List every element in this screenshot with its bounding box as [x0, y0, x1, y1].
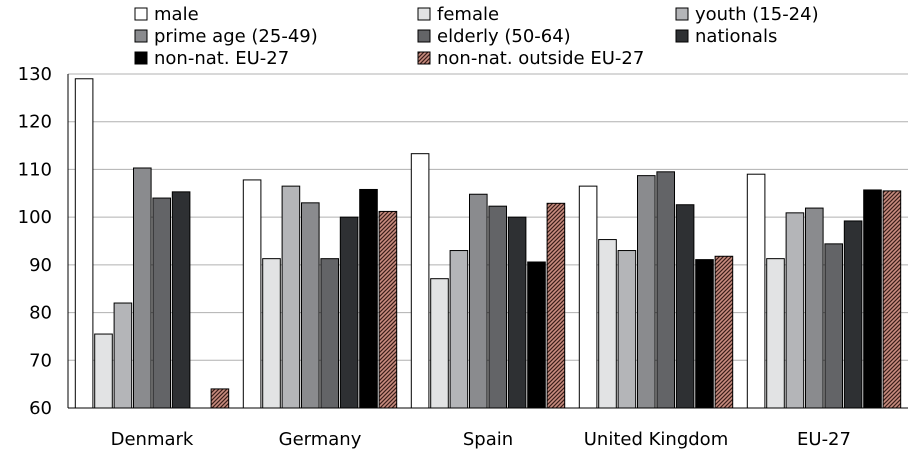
- y-tick-label: 110: [18, 159, 52, 180]
- legend-label: male: [154, 4, 199, 25]
- y-tick-label: 120: [18, 112, 52, 133]
- y-tick-label: 90: [29, 255, 52, 276]
- legend-swatch: [134, 7, 148, 21]
- bar-united-kingdom-series-3: [637, 175, 656, 409]
- bar-denmark-series-1: [94, 333, 113, 409]
- legend-label: non-nat. EU-27: [154, 48, 289, 69]
- bar-germany-series-7: [378, 210, 398, 409]
- legend-label: nationals: [695, 26, 777, 47]
- bar-spain-series-0: [410, 153, 430, 409]
- bar-eu-27-series-2: [785, 212, 805, 409]
- legend-swatch: [675, 29, 689, 43]
- bar-united-kingdom-series-5: [675, 204, 695, 409]
- legend-label: youth (15-24): [695, 4, 819, 25]
- legend: male female youth (15-24) prime age (25-49)…: [134, 4, 819, 69]
- legend-swatch: [134, 29, 148, 43]
- bar-eu-27-series-1: [766, 258, 785, 409]
- y-tick-label: 70: [29, 350, 52, 371]
- legend-swatch: [417, 29, 431, 43]
- bar-eu-27-series-6: [863, 189, 882, 409]
- bar-germany-series-6: [359, 188, 378, 409]
- bar-united-kingdom-series-0: [578, 185, 598, 409]
- bar-spain-series-7: [546, 202, 566, 409]
- bar-spain-series-6: [527, 261, 546, 409]
- axes: 60 70 80 90 100 110 120 130 Denmark Germany Spain U…: [18, 64, 908, 450]
- x-tick-label: EU-27: [797, 429, 851, 450]
- legend-swatch: [417, 51, 431, 65]
- x-tick-label: Denmark: [111, 429, 194, 450]
- bar-spain-series-3: [469, 193, 488, 409]
- x-tick-label: United Kingdom: [584, 429, 728, 450]
- legend-label: prime age (25-49): [154, 26, 318, 47]
- legend-swatch: [675, 7, 689, 21]
- x-tick-label: Germany: [279, 429, 362, 450]
- y-tick-label: 60: [29, 398, 52, 419]
- bar-eu-27-series-0: [746, 173, 766, 409]
- bar-denmark-series-5: [171, 191, 191, 409]
- bar-germany-series-0: [242, 179, 262, 409]
- x-tick-label: Spain: [463, 429, 513, 450]
- bar-germany-series-2: [281, 185, 301, 409]
- bar-united-kingdom-series-6: [695, 259, 714, 409]
- bar-spain-series-1: [430, 278, 449, 409]
- bar-denmark-series-4: [152, 197, 171, 409]
- gridlines: [68, 73, 908, 409]
- bar-eu-27-series-3: [805, 207, 824, 409]
- bar-eu-27-series-5: [843, 220, 863, 409]
- bar-denmark-series-3: [133, 167, 152, 409]
- bar-germany-series-4: [320, 258, 339, 409]
- bars: [74, 78, 902, 409]
- bar-eu-27-series-4: [824, 243, 844, 409]
- bar-eu-27-series-7: [882, 190, 902, 409]
- bar-united-kingdom-series-2: [617, 250, 637, 409]
- legend-label: female: [437, 4, 499, 25]
- legend-label: elderly (50-64): [437, 26, 571, 47]
- bar-spain-series-5: [507, 216, 527, 409]
- legend-swatch: [417, 7, 431, 21]
- y-tick-label: 80: [29, 303, 52, 324]
- bar-germany-series-1: [262, 258, 281, 409]
- y-tick-label: 100: [18, 207, 52, 228]
- bar-denmark-series-0: [74, 78, 94, 409]
- bar-denmark-series-7: [210, 388, 230, 409]
- bar-united-kingdom-series-1: [598, 239, 617, 409]
- bar-germany-series-3: [301, 202, 320, 409]
- bar-united-kingdom-series-4: [656, 171, 676, 409]
- bar-spain-series-4: [488, 205, 507, 409]
- legend-swatch: [134, 51, 148, 65]
- bar-germany-series-5: [339, 216, 359, 409]
- bar-united-kingdom-series-7: [714, 255, 734, 409]
- bar-denmark-series-2: [113, 302, 133, 409]
- legend-label: non-nat. outside EU-27: [437, 48, 644, 69]
- bar-spain-series-2: [449, 250, 469, 409]
- y-tick-label: 130: [18, 64, 52, 85]
